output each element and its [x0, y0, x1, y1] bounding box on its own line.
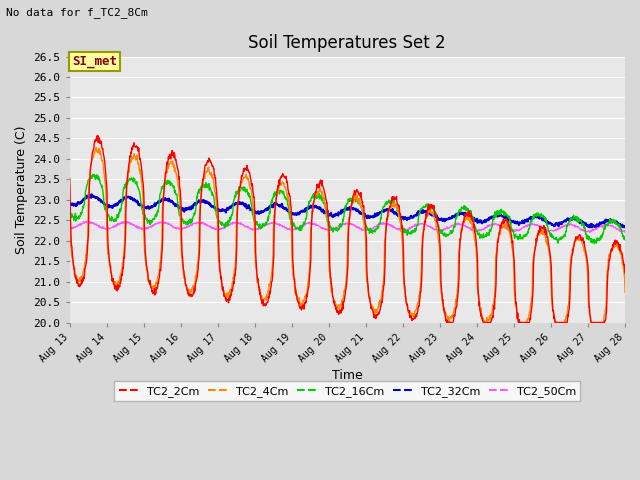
TC2_32Cm — [66, 201, 74, 206]
Line: TC2_32Cm: TC2_32Cm — [70, 194, 625, 228]
TC2_32Cm — [252, 210, 259, 216]
Line: TC2_50Cm: TC2_50Cm — [70, 221, 625, 232]
Line: TC2_4Cm: TC2_4Cm — [70, 147, 625, 323]
TC2_2Cm — [94, 132, 102, 138]
TC2_50Cm — [189, 221, 197, 227]
TC2_16Cm — [506, 221, 514, 227]
TC2_16Cm — [556, 236, 563, 242]
TC2_2Cm — [66, 175, 74, 180]
TC2_16Cm — [89, 171, 97, 177]
TC2_16Cm — [621, 237, 629, 242]
TC2_32Cm — [176, 205, 184, 211]
TC2_4Cm — [189, 283, 197, 288]
TC2_50Cm — [252, 226, 259, 232]
TC2_2Cm — [434, 221, 442, 227]
Title: Soil Temperatures Set 2: Soil Temperatures Set 2 — [248, 34, 446, 52]
TC2_2Cm — [621, 271, 629, 276]
TC2_4Cm — [621, 289, 629, 295]
Text: SI_met: SI_met — [72, 55, 117, 68]
TC2_32Cm — [189, 203, 197, 208]
TC2_16Cm — [434, 224, 442, 229]
TC2_4Cm — [507, 234, 515, 240]
Legend: TC2_2Cm, TC2_4Cm, TC2_16Cm, TC2_32Cm, TC2_50Cm: TC2_2Cm, TC2_4Cm, TC2_16Cm, TC2_32Cm, TC… — [115, 381, 580, 401]
TC2_4Cm — [556, 320, 564, 325]
TC2_2Cm — [507, 229, 515, 235]
TC2_50Cm — [84, 218, 92, 224]
TC2_16Cm — [176, 212, 184, 218]
Text: No data for f_TC2_8Cm: No data for f_TC2_8Cm — [6, 7, 148, 18]
TC2_4Cm — [92, 144, 100, 150]
TC2_50Cm — [586, 229, 594, 235]
TC2_50Cm — [621, 229, 629, 235]
Y-axis label: Soil Temperature (C): Soil Temperature (C) — [15, 125, 28, 254]
TC2_32Cm — [556, 220, 563, 226]
Line: TC2_2Cm: TC2_2Cm — [70, 135, 625, 323]
TC2_4Cm — [66, 208, 74, 214]
TC2_50Cm — [176, 226, 184, 232]
TC2_50Cm — [66, 226, 74, 231]
TC2_4Cm — [252, 263, 259, 269]
TC2_32Cm — [506, 216, 514, 222]
TC2_32Cm — [434, 216, 442, 221]
TC2_32Cm — [621, 223, 629, 229]
TC2_2Cm — [176, 185, 184, 191]
TC2_16Cm — [189, 213, 197, 219]
TC2_16Cm — [252, 221, 259, 227]
TC2_2Cm — [189, 289, 197, 295]
TC2_2Cm — [556, 320, 564, 325]
TC2_50Cm — [434, 228, 442, 234]
TC2_4Cm — [176, 202, 184, 208]
TC2_2Cm — [252, 250, 259, 255]
TC2_50Cm — [506, 227, 514, 233]
X-axis label: Time: Time — [332, 369, 363, 382]
TC2_4Cm — [434, 230, 442, 236]
TC2_32Cm — [88, 192, 95, 197]
TC2_16Cm — [66, 211, 74, 216]
TC2_2Cm — [443, 320, 451, 325]
TC2_16Cm — [591, 241, 598, 247]
TC2_50Cm — [556, 225, 563, 231]
TC2_4Cm — [481, 320, 489, 325]
Line: TC2_16Cm: TC2_16Cm — [70, 174, 625, 244]
TC2_32Cm — [586, 225, 594, 230]
